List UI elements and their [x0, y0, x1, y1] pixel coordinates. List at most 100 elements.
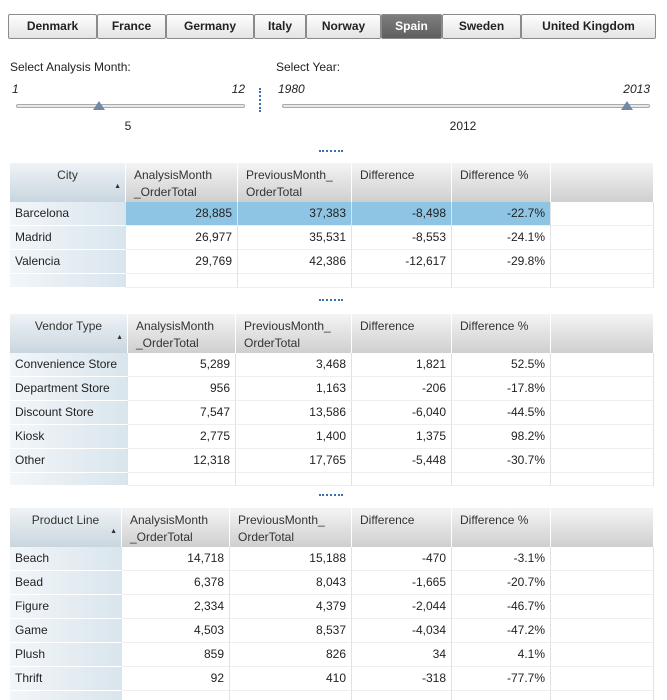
- slider-min: 1: [12, 82, 19, 96]
- slider-track: [282, 104, 650, 108]
- table-cell: -77.7%: [452, 667, 551, 691]
- column-header: PreviousMonth_ OrderTotal: [230, 508, 352, 547]
- slider-label: Select Analysis Month:: [10, 60, 131, 74]
- slider-max: 12: [231, 82, 245, 96]
- table-cell: -17.8%: [452, 377, 551, 401]
- tab[interactable]: Italy: [254, 14, 306, 39]
- table-cell: [551, 595, 654, 619]
- tab[interactable]: Germany: [166, 14, 254, 39]
- table-cell: 2,334: [122, 595, 230, 619]
- table-cell: -2,044: [352, 595, 452, 619]
- table-cell: 98.2%: [452, 425, 551, 449]
- table-cell: 42,386: [238, 250, 352, 274]
- slider-track: [16, 104, 245, 108]
- tab[interactable]: Norway: [306, 14, 381, 39]
- header-filler: [551, 163, 654, 202]
- table-cell: -1,665: [352, 571, 452, 595]
- table-cell: 37,383: [238, 202, 352, 226]
- table-cell: [452, 473, 551, 486]
- table-cell: [452, 274, 551, 288]
- table-cell: [551, 401, 654, 425]
- table-cell: -22.7%: [452, 202, 551, 226]
- separator-dots: [319, 299, 343, 301]
- table-cell: [551, 619, 654, 643]
- column-header: Difference: [352, 163, 452, 202]
- table-cell: Discount Store: [10, 401, 128, 425]
- table-cell: Other: [10, 449, 128, 473]
- table-cell: 12,318: [128, 449, 236, 473]
- table-cell: 92: [122, 667, 230, 691]
- table-cell: [551, 274, 654, 288]
- column-header: AnalysisMonth _OrderTotal: [126, 163, 238, 202]
- table-cell: -3.1%: [452, 547, 551, 571]
- table-cell: 13,586: [236, 401, 352, 425]
- slider-min: 1980: [278, 82, 305, 96]
- table-cell: [236, 473, 352, 486]
- table-cell: Kiosk: [10, 425, 128, 449]
- table-cell: 28,885: [126, 202, 238, 226]
- table-cell: -12,617: [352, 250, 452, 274]
- slider-thumb[interactable]: [92, 101, 105, 110]
- column-header[interactable]: Vendor Type ▲: [10, 314, 128, 353]
- header-filler: [551, 314, 654, 353]
- table-cell: Convenience Store: [10, 353, 128, 377]
- column-header[interactable]: City ▲: [10, 163, 126, 202]
- table-cell: [551, 250, 654, 274]
- separator: [259, 88, 261, 112]
- table-cell: 8,537: [230, 619, 352, 643]
- table-cell: 1,163: [236, 377, 352, 401]
- table-cell: 4,379: [230, 595, 352, 619]
- separator-dots: [319, 150, 343, 152]
- table-cell: [10, 274, 126, 288]
- table-cell: 2,775: [128, 425, 236, 449]
- sort-arrow: ▲: [110, 528, 117, 535]
- column-header: PreviousMonth_ OrderTotal: [236, 314, 352, 353]
- sort-arrow: ▲: [114, 183, 121, 190]
- table-cell: 859: [122, 643, 230, 667]
- column-header: Difference %: [452, 314, 551, 353]
- column-header: Difference %: [452, 508, 551, 547]
- table-cell: [452, 691, 551, 700]
- table-cell: -20.7%: [452, 571, 551, 595]
- column-header[interactable]: Product Line ▲: [10, 508, 122, 547]
- table-cell: [551, 425, 654, 449]
- table-cell: 29,769: [126, 250, 238, 274]
- table-cell: 52.5%: [452, 353, 551, 377]
- table-cell: [230, 691, 352, 700]
- table-cell: Department Store: [10, 377, 128, 401]
- table-cell: [128, 473, 236, 486]
- table-cell: [551, 571, 654, 595]
- table-cell: 826: [230, 643, 352, 667]
- table-cell: [551, 643, 654, 667]
- column-header: Difference %: [452, 163, 551, 202]
- tab[interactable]: Denmark: [8, 14, 97, 39]
- table-cell: -470: [352, 547, 452, 571]
- table-cell: [10, 473, 128, 486]
- sort-arrow: ▲: [116, 334, 123, 341]
- table-cell: -30.7%: [452, 449, 551, 473]
- column-header: Difference: [352, 314, 452, 353]
- tab[interactable]: Sweden: [442, 14, 521, 39]
- table-cell: 4.1%: [452, 643, 551, 667]
- slider-value: 2012: [449, 119, 477, 133]
- table-cell: -4,034: [352, 619, 452, 643]
- table-cell: -46.7%: [452, 595, 551, 619]
- table-cell: 4,503: [122, 619, 230, 643]
- table-cell: [551, 691, 654, 700]
- tab[interactable]: United Kingdom: [521, 14, 656, 39]
- slider-thumb[interactable]: [621, 101, 634, 110]
- table-cell: [10, 691, 122, 700]
- table-cell: 34: [352, 643, 452, 667]
- tab[interactable]: France: [97, 14, 166, 39]
- table-cell: 6,378: [122, 571, 230, 595]
- tab[interactable]: Spain: [381, 14, 442, 39]
- table-cell: -24.1%: [452, 226, 551, 250]
- column-header: PreviousMonth_ OrderTotal: [238, 163, 352, 202]
- table-cell: [551, 547, 654, 571]
- table-cell: [126, 274, 238, 288]
- table-cell: [122, 691, 230, 700]
- table-cell: 410: [230, 667, 352, 691]
- table-cell: 8,043: [230, 571, 352, 595]
- table-cell: -318: [352, 667, 452, 691]
